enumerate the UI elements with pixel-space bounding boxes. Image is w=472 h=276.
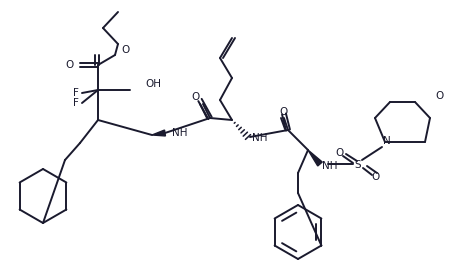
Text: F: F: [73, 88, 79, 98]
Text: N: N: [383, 136, 391, 146]
Text: OH: OH: [145, 79, 161, 89]
Text: O: O: [435, 91, 443, 101]
Polygon shape: [308, 150, 322, 166]
Text: O: O: [279, 107, 287, 117]
Text: NH: NH: [252, 133, 268, 143]
Text: F: F: [73, 98, 79, 108]
Polygon shape: [152, 130, 166, 136]
Text: S: S: [354, 160, 361, 170]
Text: O: O: [192, 92, 200, 102]
Text: O: O: [121, 45, 129, 55]
Text: O: O: [66, 60, 74, 70]
Text: NH: NH: [322, 161, 337, 171]
Text: O: O: [336, 148, 344, 158]
Text: NH: NH: [172, 128, 187, 138]
Text: O: O: [371, 172, 379, 182]
